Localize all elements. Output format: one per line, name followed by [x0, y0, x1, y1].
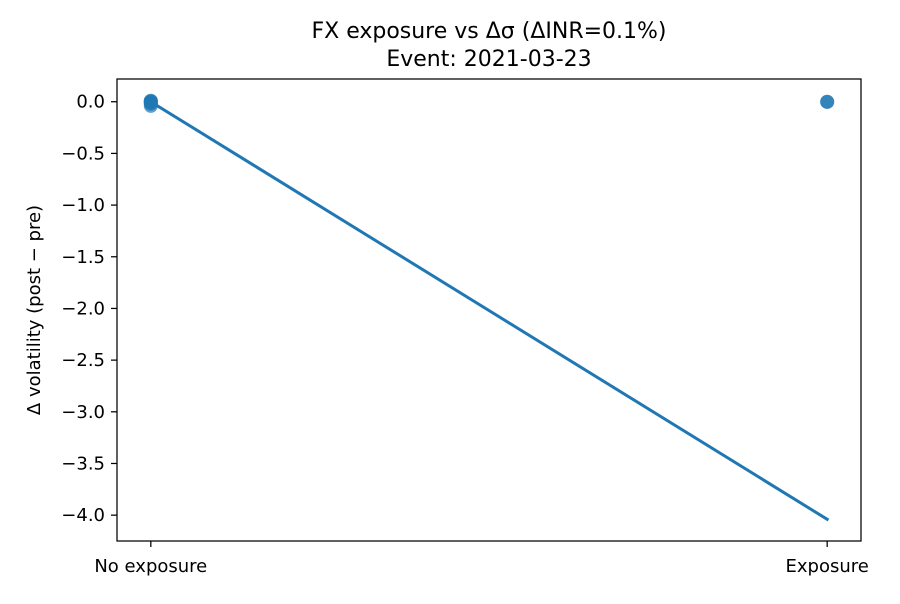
- x-tick-label: No exposure: [94, 556, 207, 577]
- fit-line: [148, 99, 830, 522]
- scatter-points: [143, 93, 835, 113]
- scatter-point: [820, 94, 835, 109]
- y-tick-label: −2.0: [61, 298, 105, 319]
- y-tick-label: −2.5: [61, 350, 105, 371]
- y-tick-label: −3.5: [61, 453, 105, 474]
- y-axis-label: Δ volatility (post − pre): [24, 205, 45, 415]
- y-tick-label: −0.5: [61, 143, 105, 164]
- fit-line-layer: [148, 99, 830, 522]
- plot-area-frame: [116, 78, 862, 542]
- y-tick-label: −1.0: [61, 195, 105, 216]
- scatter-point: [143, 98, 158, 113]
- y-tick-label: 0.0: [76, 92, 105, 113]
- x-tick-label: Exposure: [786, 556, 869, 577]
- chart-title: FX exposure vs Δσ (ΔINR=0.1%): [311, 19, 666, 44]
- y-tick-label: −3.0: [61, 402, 105, 423]
- x-ticks: No exposure Exposure: [94, 541, 869, 577]
- y-tick-label: −4.0: [61, 505, 105, 526]
- chart-subtitle: Event: 2021-03-23: [386, 47, 591, 72]
- y-ticks: 0.0 −0.5 −1.0 −1.5 −2.0 −2.5 −3.0 −3.5 −4.0: [61, 92, 117, 526]
- y-tick-label: −1.5: [61, 247, 105, 268]
